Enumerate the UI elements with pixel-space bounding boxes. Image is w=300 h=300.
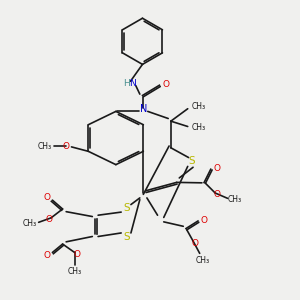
Text: CH₃: CH₃ xyxy=(228,195,242,204)
Text: CH₃: CH₃ xyxy=(68,268,82,277)
Text: CH₃: CH₃ xyxy=(23,219,37,228)
Text: O: O xyxy=(45,215,52,224)
Text: S: S xyxy=(189,156,196,166)
Text: O: O xyxy=(192,239,199,248)
Text: O: O xyxy=(63,142,70,151)
Text: N: N xyxy=(140,104,147,114)
Text: N: N xyxy=(129,80,136,88)
Text: CH₃: CH₃ xyxy=(191,123,206,132)
Text: O: O xyxy=(162,80,169,89)
Text: CH₃: CH₃ xyxy=(38,142,52,151)
Text: CH₃: CH₃ xyxy=(196,256,210,265)
Text: S: S xyxy=(123,203,130,213)
Text: O: O xyxy=(44,250,51,260)
Text: O: O xyxy=(214,164,220,173)
Text: O: O xyxy=(201,216,208,225)
Text: H: H xyxy=(123,80,129,88)
Text: CH₃: CH₃ xyxy=(191,103,206,112)
Text: O: O xyxy=(214,190,221,199)
Text: O: O xyxy=(73,250,80,259)
Text: S: S xyxy=(123,232,130,242)
Text: O: O xyxy=(44,194,51,202)
